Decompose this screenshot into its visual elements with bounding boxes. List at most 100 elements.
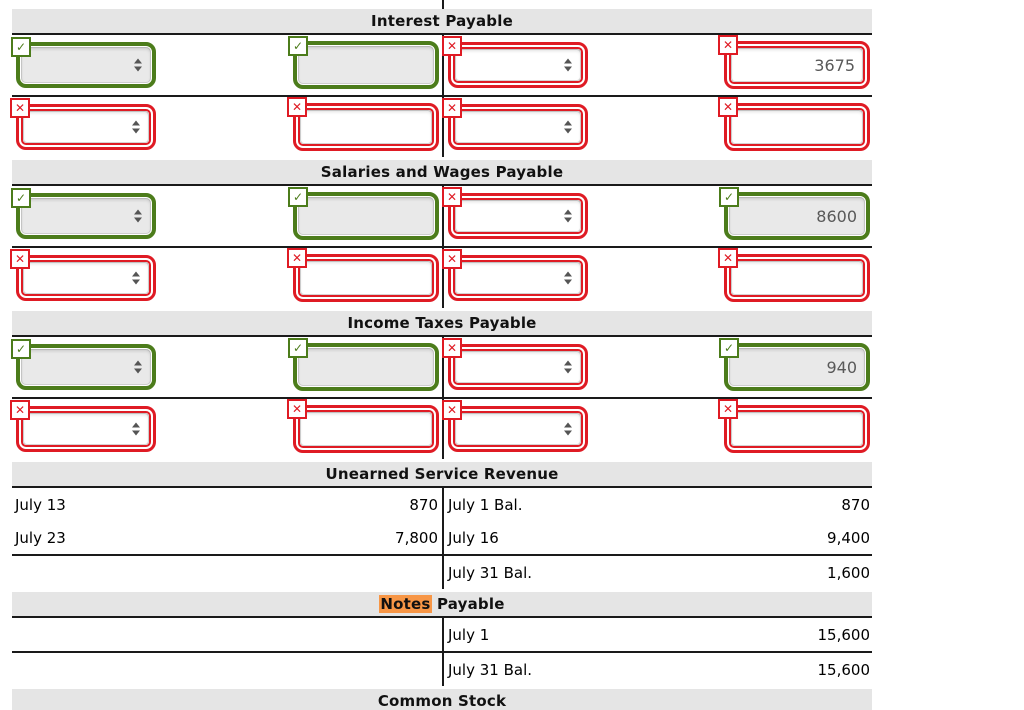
amount-input[interactable] bbox=[300, 110, 432, 144]
amount-input[interactable] bbox=[298, 348, 434, 386]
t-account-body: July 13 870 July 1 Bal. 870 July 23 7,800 July… bbox=[12, 486, 872, 589]
input-box bbox=[298, 197, 434, 235]
chevron-up-icon bbox=[564, 360, 572, 366]
amount-input-field[interactable]: ✕ bbox=[718, 97, 870, 151]
chevron-updown-icon bbox=[134, 360, 142, 374]
chevron-up-icon bbox=[564, 120, 572, 126]
amount-input-field[interactable]: ✕ bbox=[718, 248, 870, 302]
amount-input-field[interactable]: ✓ bbox=[719, 187, 870, 240]
chevron-up-icon bbox=[134, 58, 142, 64]
highlighted-word: Notes bbox=[379, 595, 432, 613]
account-title-select[interactable]: ✓ bbox=[11, 37, 156, 88]
chevron-updown-icon bbox=[564, 271, 572, 285]
amount-input-field[interactable]: ✕ bbox=[287, 399, 439, 453]
chevron-up-icon bbox=[132, 271, 140, 277]
ledger-entry-row: July 13 870 July 1 Bal. 870 bbox=[12, 488, 872, 521]
amount-input-field[interactable]: ✕ bbox=[718, 399, 870, 453]
account-header-salaries-and-wages-payable: Salaries and Wages Payable bbox=[12, 160, 872, 184]
amount-input[interactable] bbox=[729, 197, 865, 235]
incorrect-x-icon: ✕ bbox=[718, 35, 738, 55]
account-title-select[interactable]: ✕ bbox=[442, 98, 588, 150]
field-well bbox=[455, 200, 581, 232]
field-well bbox=[23, 262, 149, 294]
chevron-up-icon bbox=[134, 209, 142, 215]
journal-entry-row: ✓ ✓ ✕ ✓ bbox=[11, 186, 872, 246]
account-title: Unearned Service Revenue bbox=[325, 465, 559, 483]
input-box bbox=[729, 108, 865, 146]
credit-side: July 1 Bal. 870 bbox=[442, 488, 872, 521]
input-box bbox=[729, 348, 865, 386]
account-title-select[interactable]: ✕ bbox=[442, 187, 588, 239]
amount-input[interactable] bbox=[298, 197, 434, 235]
correct-check-icon: ✓ bbox=[11, 188, 31, 208]
entry-amount: 7,800 bbox=[395, 528, 438, 547]
amount-input[interactable] bbox=[731, 110, 863, 144]
chevron-updown-icon bbox=[134, 209, 142, 223]
incorrect-x-icon: ✕ bbox=[442, 338, 462, 358]
amount-input[interactable] bbox=[729, 348, 865, 386]
chevron-up-icon bbox=[564, 271, 572, 277]
journal-entry-row: ✓ ✓ ✕ ✓ bbox=[11, 337, 872, 397]
account-title-select[interactable]: ✕ bbox=[442, 338, 588, 390]
amount-input[interactable] bbox=[731, 48, 863, 82]
account-title-select[interactable]: ✕ bbox=[10, 249, 156, 301]
account-title-select[interactable]: ✕ bbox=[442, 400, 588, 452]
amount-input[interactable] bbox=[731, 261, 863, 295]
correct-check-icon: ✓ bbox=[288, 187, 308, 207]
field-well bbox=[23, 413, 149, 445]
amount-input-field[interactable]: ✓ bbox=[288, 338, 439, 391]
t-account-body: ✓ ✓ ✕ ✕ ✕ ✕ ✕ ✕ bbox=[10, 33, 872, 157]
correct-check-icon: ✓ bbox=[288, 338, 308, 358]
amount-input-field[interactable]: ✕ bbox=[287, 97, 439, 151]
amount-input-field[interactable]: ✕ bbox=[718, 35, 870, 89]
account-title-select[interactable]: ✕ bbox=[442, 249, 588, 301]
amount-input-field[interactable]: ✓ bbox=[288, 187, 439, 240]
select-box bbox=[453, 47, 583, 83]
ledger-entry-row: July 23 7,800 July 16 9,400 bbox=[12, 521, 872, 556]
t-account-divider bbox=[442, 488, 444, 589]
field-well bbox=[455, 351, 581, 383]
entry-amount: 870 bbox=[841, 495, 870, 514]
amount-input[interactable] bbox=[300, 412, 432, 446]
entry-date: July 16 bbox=[448, 528, 499, 547]
incorrect-x-icon: ✕ bbox=[287, 97, 307, 117]
chevron-down-icon bbox=[564, 279, 572, 285]
field-well bbox=[455, 49, 581, 81]
general-ledger: Interest Payable✓✓✕✕✕✕✕✕Salaries and Wag… bbox=[10, 9, 872, 710]
amount-input[interactable] bbox=[731, 412, 863, 446]
account-header-income-taxes-payable: Income Taxes Payable bbox=[12, 311, 872, 335]
input-box bbox=[298, 410, 434, 448]
account-title-select[interactable]: ✕ bbox=[10, 98, 156, 150]
entry-amount: 15,600 bbox=[817, 625, 871, 644]
select-box bbox=[21, 260, 151, 296]
select-box bbox=[453, 198, 583, 234]
chevron-updown-icon bbox=[132, 120, 140, 134]
input-box bbox=[729, 259, 865, 297]
amount-input-field[interactable]: ✓ bbox=[288, 36, 439, 89]
select-box bbox=[453, 260, 583, 296]
field-well bbox=[23, 111, 149, 143]
account-title-select[interactable]: ✕ bbox=[442, 36, 588, 88]
chevron-updown-icon bbox=[564, 58, 572, 72]
incorrect-x-icon: ✕ bbox=[442, 98, 462, 118]
credit-side: July 31 Bal. 15,600 bbox=[442, 653, 872, 686]
amount-input-field[interactable]: ✕ bbox=[287, 248, 439, 302]
chevron-down-icon bbox=[132, 430, 140, 436]
correct-check-icon: ✓ bbox=[719, 338, 739, 358]
account-title-select[interactable]: ✓ bbox=[11, 339, 156, 390]
field-well bbox=[455, 262, 581, 294]
select-box bbox=[21, 47, 151, 83]
amount-input[interactable] bbox=[300, 261, 432, 295]
select-box bbox=[21, 198, 151, 234]
debit-side: July 13 870 bbox=[12, 488, 442, 521]
account-title-select[interactable]: ✓ bbox=[11, 188, 156, 239]
debit-side: July 23 7,800 bbox=[12, 521, 442, 554]
chevron-updown-icon bbox=[564, 120, 572, 134]
chevron-updown-icon bbox=[564, 209, 572, 223]
amount-input[interactable] bbox=[298, 46, 434, 84]
journal-entry-row: ✕ ✕ ✕ ✕ bbox=[10, 246, 872, 308]
debit-side bbox=[12, 618, 442, 651]
amount-input-field[interactable]: ✓ bbox=[719, 338, 870, 391]
account-title-select[interactable]: ✕ bbox=[10, 400, 156, 452]
incorrect-x-icon: ✕ bbox=[718, 248, 738, 268]
